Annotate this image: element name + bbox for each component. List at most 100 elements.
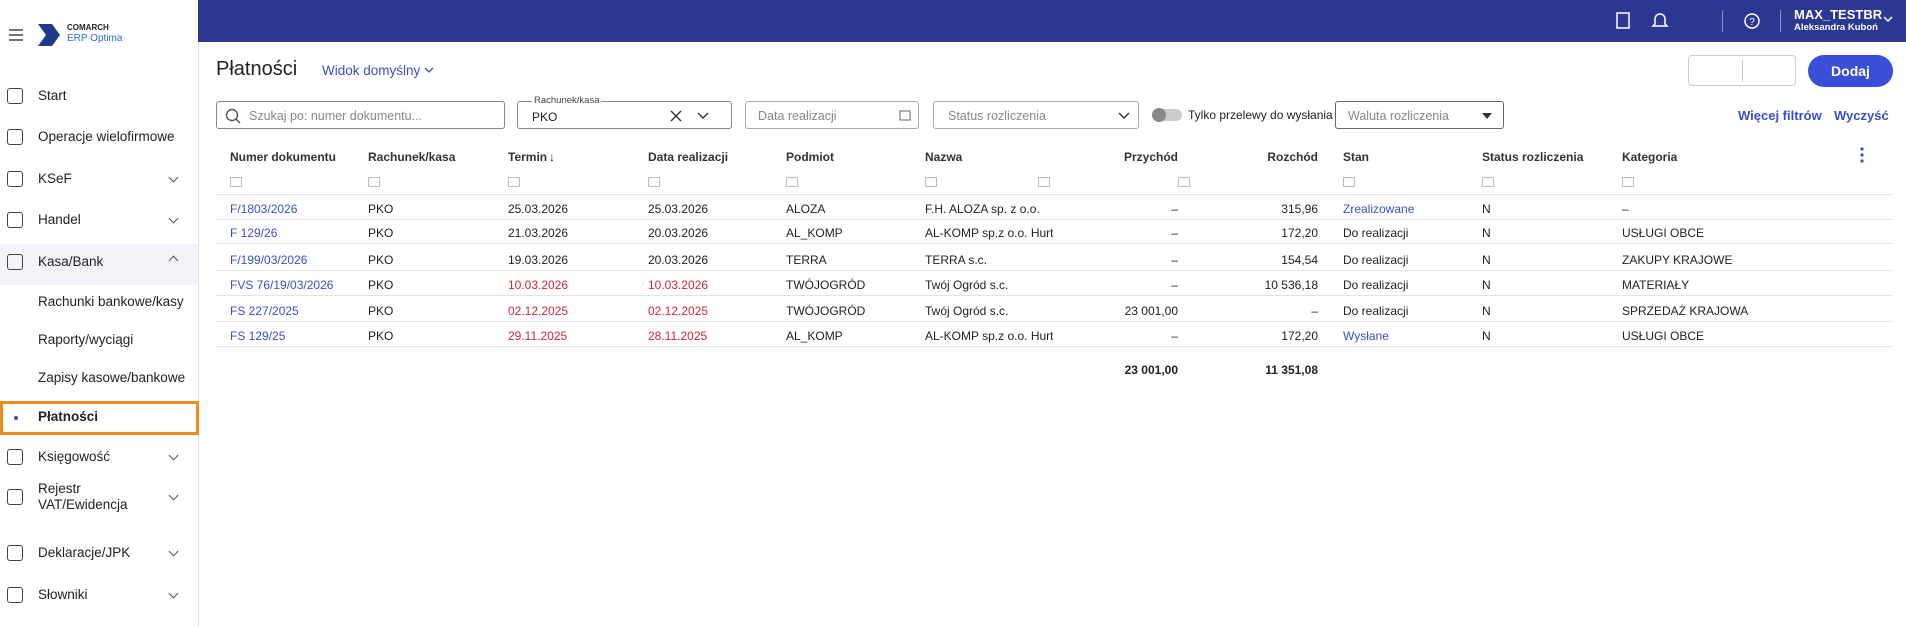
column-header: Nazwa xyxy=(925,150,963,164)
cell: Do realizacji xyxy=(1343,278,1409,292)
column-header: Data realizacji xyxy=(648,150,729,164)
row-line xyxy=(216,270,1893,271)
cell: Twój Ogród s.c. xyxy=(925,304,1009,318)
nav-item[interactable]: Start xyxy=(38,88,67,103)
clear-filters[interactable]: Wyczyść xyxy=(1834,108,1889,123)
line xyxy=(216,194,1893,195)
cell[interactable]: FS 227/2025 xyxy=(230,304,299,318)
row-line xyxy=(216,219,1893,220)
user[interactable]: MAX_TESTBR xyxy=(1794,7,1883,22)
cell: PKO xyxy=(368,304,394,318)
nav-item[interactable]: Operacje wielofirmowe xyxy=(38,129,175,144)
brand: COMARCH xyxy=(67,23,109,32)
nav-item[interactable]: Deklaracje/JPK xyxy=(38,545,131,560)
page-title: Płatności xyxy=(216,58,298,80)
filter-icon xyxy=(1482,177,1494,187)
nav-item[interactable]: Rejestr VAT/Ewidencja xyxy=(38,481,128,512)
date-filter[interactable]: Data realizacji xyxy=(745,101,919,129)
column-header: Rachunek/kasa xyxy=(368,150,456,164)
cell: N xyxy=(1482,202,1491,216)
toggle[interactable] xyxy=(1152,108,1182,122)
columns-menu[interactable] xyxy=(1860,147,1864,163)
filter-icon xyxy=(786,177,798,187)
toggle-label: Tylko przelewy do wysłania xyxy=(1188,108,1333,122)
chevron xyxy=(168,172,179,183)
nav-item[interactable]: Kasa/Bank xyxy=(38,254,104,269)
cell: AL_KOMP xyxy=(786,329,843,343)
cell: N xyxy=(1482,329,1491,343)
nav-item[interactable]: Handel xyxy=(38,212,81,227)
nav-icon xyxy=(7,171,23,187)
column-header: Rozchód xyxy=(1267,150,1318,164)
nav-item[interactable]: Rachunki bankowe/kasy xyxy=(38,294,184,309)
nav-item[interactable]: KSeF xyxy=(38,171,72,186)
cell[interactable]: F 129/26 xyxy=(230,226,278,240)
chevron xyxy=(168,450,179,461)
cell: ALOZA xyxy=(786,202,826,216)
account-select[interactable]: Rachunek/kasa PKO xyxy=(517,95,732,129)
active-group xyxy=(0,244,198,285)
account-value: PKO xyxy=(532,110,558,124)
cell: Zrealizowane xyxy=(1343,202,1415,216)
cell: PKO xyxy=(368,278,394,292)
chevron xyxy=(168,213,179,224)
nav-icon xyxy=(7,449,23,465)
cell: 28.11.2025 xyxy=(648,329,708,343)
cell: Do realizacji xyxy=(1343,304,1409,318)
cell: USŁUGI OBCE xyxy=(1622,329,1705,343)
cell: PKO xyxy=(368,329,394,343)
cell: MATERIAŁY xyxy=(1622,278,1690,292)
toolbar-buttons[interactable] xyxy=(1688,55,1796,86)
active-item xyxy=(0,401,199,435)
nav-item[interactable]: Płatności xyxy=(38,409,99,424)
column-header: Stan xyxy=(1343,150,1370,164)
cell: F.H. ALOZA sp. z o.o. xyxy=(925,202,1040,216)
cell[interactable]: F/1803/2026 xyxy=(230,202,298,216)
currency-filter[interactable]: Waluta rozliczenia xyxy=(1335,101,1504,129)
cell: TERRA s.c. xyxy=(925,253,988,267)
filter-icon xyxy=(368,177,380,187)
cell: N xyxy=(1482,226,1491,240)
cell: 10.03.2026 xyxy=(648,278,709,292)
nav-icon xyxy=(7,254,23,270)
status-filter[interactable]: Status rozliczenia xyxy=(933,101,1139,129)
cell: 19.03.2026 xyxy=(508,253,569,267)
chevron xyxy=(168,490,179,501)
cell: PKO xyxy=(368,202,394,216)
docs-icon[interactable] xyxy=(1614,11,1634,31)
view-select[interactable]: Widok domyślny xyxy=(322,63,421,78)
add-button[interactable]: Dodaj xyxy=(1808,55,1893,87)
cell: ZAKUPY KRAJOWE xyxy=(1622,253,1733,267)
row-line xyxy=(216,295,1893,296)
cell[interactable]: F/199/03/2026 xyxy=(230,253,308,267)
active-dot xyxy=(14,416,18,420)
cell: AL-KOMP sp.z o.o. Hurtow xyxy=(925,329,1053,343)
cell: – xyxy=(1171,226,1178,240)
row-line xyxy=(216,321,1893,322)
currency-placeholder: Waluta rozliczenia xyxy=(1348,109,1449,123)
cell[interactable]: FVS 76/19/03/2026 xyxy=(230,278,334,292)
cell: 02.12.2025 xyxy=(648,304,709,318)
nav-item[interactable]: Słowniki xyxy=(38,587,88,602)
total-expense: 11 351,08 xyxy=(1265,363,1318,377)
column-header: Termin xyxy=(508,150,548,164)
sort-arrow: ↓ xyxy=(549,150,555,164)
total-income: 23 001,00 xyxy=(1124,363,1178,377)
cell: 21.03.2026 xyxy=(508,226,569,240)
search-box[interactable]: Szukaj po: numer dokumentu... xyxy=(216,101,505,129)
cell: – xyxy=(1171,202,1178,216)
cell[interactable]: FS 129/25 xyxy=(230,329,286,343)
filter-icon xyxy=(1622,177,1634,187)
nav-item[interactable]: Raporty/wyciągi xyxy=(38,332,134,347)
more-filters[interactable]: Więcej filtrów xyxy=(1738,108,1822,123)
filter-icon xyxy=(1178,177,1190,187)
column-header: Przychód xyxy=(1123,150,1178,164)
help[interactable]: ? xyxy=(1742,11,1762,31)
cell: 25.03.2026 xyxy=(508,202,569,216)
nav-icon xyxy=(7,88,23,104)
menu-icon[interactable] xyxy=(8,28,24,42)
nav-item[interactable]: Zapisy kasowe/bankowe xyxy=(38,370,186,385)
person: Aleksandra Kuboń xyxy=(1794,22,1878,33)
notifications[interactable] xyxy=(1650,11,1670,31)
nav-item[interactable]: Księgowość xyxy=(38,449,111,464)
